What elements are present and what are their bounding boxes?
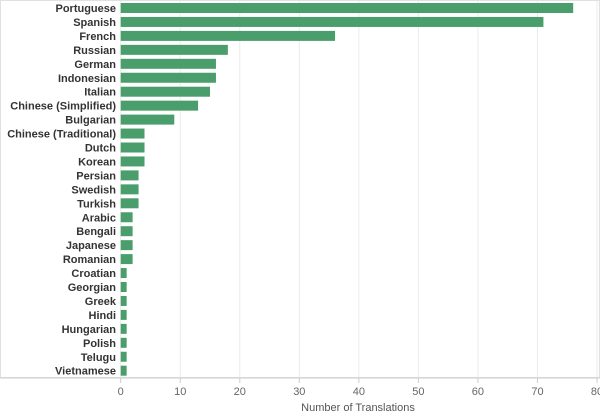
bar-spanish xyxy=(120,16,544,27)
bar-german xyxy=(120,58,216,69)
bar-greek xyxy=(120,295,127,306)
bar-chinese-simplified xyxy=(120,100,199,111)
bar-georgian xyxy=(120,282,127,292)
tick-label: 40 xyxy=(353,386,365,398)
category-label: Greek xyxy=(85,296,117,308)
bar-polish xyxy=(120,337,127,348)
bar-russian xyxy=(120,44,228,55)
bar-indonesian xyxy=(120,72,216,83)
bar-dutch xyxy=(120,142,145,153)
category-label: Arabic xyxy=(82,212,116,224)
category-label: Italian xyxy=(84,87,116,99)
category-label: Japanese xyxy=(66,240,116,252)
bar-persian xyxy=(120,170,139,181)
bar-hindi xyxy=(120,309,127,320)
category-label: Polish xyxy=(83,338,116,350)
category-label: Swedish xyxy=(71,184,116,196)
bar-telugu xyxy=(120,351,127,362)
category-label: Spanish xyxy=(73,17,116,29)
tick-label: 30 xyxy=(293,386,305,398)
tick-label: 80 xyxy=(591,386,600,398)
bar-swedish xyxy=(120,184,139,195)
bar-japanese xyxy=(120,240,133,251)
category-label: Russian xyxy=(73,45,116,57)
tick-label: 50 xyxy=(412,386,424,398)
category-label: Turkish xyxy=(77,198,116,210)
bar-chinese-traditional xyxy=(120,128,145,139)
tick-label: 0 xyxy=(118,386,124,398)
bar-bulgarian xyxy=(120,114,175,125)
category-label: Telugu xyxy=(81,352,116,364)
category-label: Dutch xyxy=(85,143,116,155)
category-label: Bulgarian xyxy=(65,115,116,127)
bar-croatian xyxy=(120,268,127,279)
tick-label: 10 xyxy=(174,386,186,398)
category-label: German xyxy=(74,59,116,71)
bar-turkish xyxy=(120,198,139,209)
category-label: French xyxy=(79,31,116,43)
bar-korean xyxy=(120,156,145,167)
category-label: Indonesian xyxy=(58,73,116,85)
category-label: Chinese (Simplified) xyxy=(10,101,116,113)
category-label: Persian xyxy=(76,170,116,182)
bar-italian xyxy=(120,86,211,97)
bar-arabic xyxy=(120,212,133,223)
bar-hungarian xyxy=(120,323,127,334)
category-label: Croatian xyxy=(71,268,116,280)
category-label: Chinese (Traditional) xyxy=(7,129,116,141)
bar-romanian xyxy=(120,254,133,265)
bar-bengali xyxy=(120,226,133,237)
bar-vietnamese xyxy=(120,365,127,376)
category-label: Georgian xyxy=(68,282,117,294)
category-label: Hungarian xyxy=(62,324,117,336)
tick-label: 60 xyxy=(472,386,484,398)
category-label: Romanian xyxy=(63,254,116,266)
bar-french xyxy=(120,30,336,41)
category-label: Bengali xyxy=(76,226,116,238)
category-label: Vietnamese xyxy=(55,366,116,378)
category-label: Korean xyxy=(78,156,116,168)
tick-label: 70 xyxy=(531,386,543,398)
category-label: Hindi xyxy=(89,310,117,322)
bar-portuguese xyxy=(120,3,574,13)
x-axis-title: Number of Translations xyxy=(301,402,415,414)
tick-label: 20 xyxy=(234,386,246,398)
category-label: Portuguese xyxy=(55,3,116,15)
